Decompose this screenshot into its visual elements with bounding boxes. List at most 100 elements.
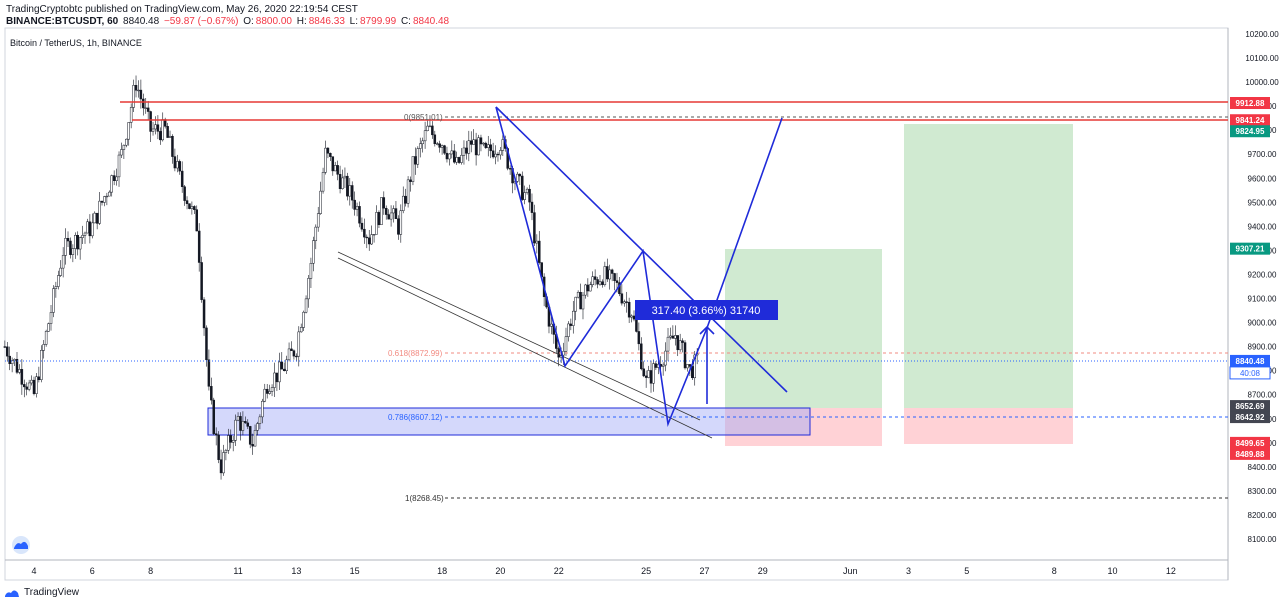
candle-body	[32, 379, 36, 394]
last-price: 8840.48	[123, 16, 160, 27]
y-tick-label: 10200.00	[1245, 30, 1279, 39]
price-badge	[1230, 114, 1270, 127]
candle-body	[195, 209, 199, 232]
candle-body	[635, 318, 638, 332]
footer-brand: TradingView	[24, 587, 80, 598]
candle-body	[683, 342, 687, 369]
candle-body	[375, 212, 378, 235]
candle-body	[268, 391, 271, 394]
candle-body	[202, 299, 206, 329]
candle-body	[110, 175, 113, 193]
candle-body	[71, 248, 75, 255]
demand-zone-rectangle[interactable]	[207, 407, 811, 436]
candle-body	[78, 237, 82, 250]
candle-body	[394, 208, 398, 220]
candle-body	[40, 350, 43, 380]
candle-body	[183, 186, 186, 201]
candle-body	[280, 361, 284, 370]
harmonic-pattern-line[interactable]	[495, 106, 708, 428]
candle-body	[484, 142, 488, 148]
candle-body	[399, 210, 403, 235]
candle-body	[632, 315, 636, 320]
candle-body	[25, 386, 28, 390]
candle-body	[525, 188, 529, 193]
change-value: −59.87 (−0.67%)	[163, 16, 239, 27]
chart-title: Bitcoin / TetherUS, 1h, BINANCE	[10, 38, 142, 48]
channel-lower-line[interactable]	[337, 257, 713, 439]
price-badge-label: 8489.88	[1236, 450, 1265, 459]
candle-body	[105, 195, 109, 198]
candle-body	[380, 197, 383, 226]
channel-upper-line[interactable]	[337, 251, 701, 421]
candle-body	[579, 291, 582, 310]
time-axis[interactable]: 4 6 8 11 13 15 18 20 22 25 27 29 Jun 3 5 8 10 12	[31, 566, 1175, 576]
descending-trendline[interactable]	[495, 106, 788, 393]
candle-body	[518, 173, 522, 177]
candle-body	[100, 200, 104, 203]
candle-body	[443, 145, 446, 154]
long-position-profit-zone-1[interactable]	[725, 249, 882, 408]
long-position-profit-zone-2[interactable]	[904, 124, 1073, 408]
candle-body	[508, 168, 512, 170]
candle-body	[253, 430, 257, 447]
x-tick-label: 4	[31, 566, 36, 576]
candle-body	[297, 331, 301, 357]
candle-body	[120, 149, 123, 156]
y-tick-label: 9100.00	[1248, 295, 1277, 304]
y-tick-label: 10100.00	[1245, 54, 1279, 63]
candle-body	[251, 444, 254, 447]
candle-body	[35, 376, 38, 394]
candle-body	[227, 435, 230, 451]
footer: TradingView	[4, 587, 79, 598]
candle-body	[348, 185, 352, 197]
candle-body	[144, 107, 147, 109]
candle-body	[370, 234, 373, 245]
measure-label-box[interactable]	[635, 300, 778, 320]
candle-body	[299, 327, 303, 333]
candle-body	[44, 331, 48, 345]
candle-body	[355, 206, 359, 210]
candle-body	[384, 207, 388, 215]
candle-body	[496, 153, 500, 156]
candle-body	[479, 137, 483, 145]
high-label: H:	[296, 16, 307, 27]
candle-body	[363, 228, 366, 238]
candle-body	[377, 212, 381, 226]
price-badge-label: 9841.24	[1236, 116, 1265, 125]
candle-body	[302, 311, 305, 328]
candle-body	[282, 368, 286, 372]
x-tick-label: 15	[350, 566, 360, 576]
candle-body	[642, 368, 645, 377]
candle-body	[312, 240, 315, 264]
candle-body	[210, 386, 213, 401]
x-tick-label: 12	[1166, 566, 1176, 576]
candle-body	[586, 284, 590, 292]
candle-body	[205, 327, 208, 361]
candle-body	[613, 273, 616, 281]
candle-body	[401, 195, 405, 211]
candle-body	[491, 150, 495, 158]
long-position-loss-zone-1[interactable]	[725, 408, 882, 446]
candle-body	[185, 200, 189, 204]
x-tick-label: 10	[1108, 566, 1118, 576]
candle-body	[265, 388, 269, 394]
candle-body	[625, 301, 628, 303]
candle-body	[637, 331, 641, 345]
candle-body	[482, 142, 485, 145]
y-tick-label: 8400.00	[1248, 463, 1277, 472]
price-badge	[1230, 125, 1270, 138]
long-position-loss-zone-2[interactable]	[904, 408, 1073, 444]
projection-line[interactable]	[706, 117, 783, 329]
candle-body	[52, 288, 55, 313]
y-tick-label: 9000.00	[1248, 319, 1277, 328]
candle-body	[693, 354, 696, 379]
candle-body	[15, 358, 19, 373]
candle-body	[278, 361, 281, 383]
candle-body	[630, 315, 633, 318]
candle-body	[6, 346, 9, 357]
measure-label-text: 317.40 (3.66%) 31740	[652, 305, 761, 317]
candle-body	[108, 191, 111, 197]
x-tick-label: 11	[233, 566, 242, 576]
candle-body	[389, 212, 393, 220]
